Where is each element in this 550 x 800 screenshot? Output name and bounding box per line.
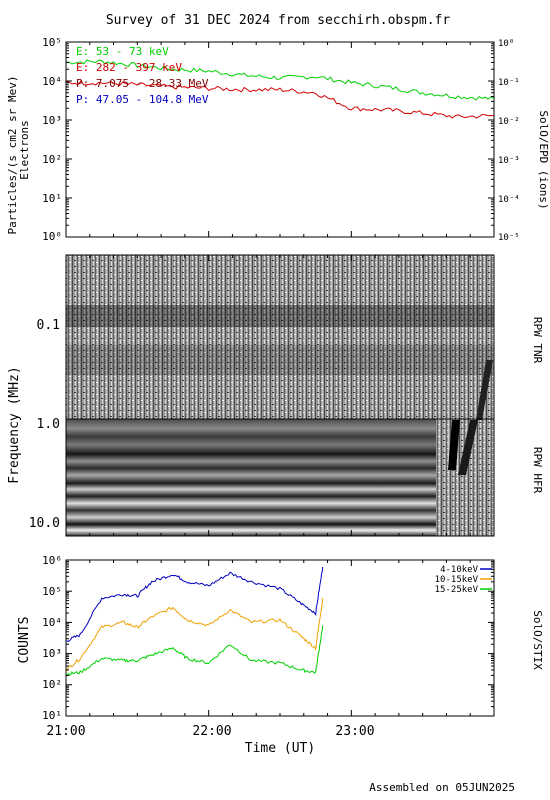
stix-series-group — [65, 566, 324, 676]
epd-tick-right-4: 10⁻⁴ — [498, 195, 520, 205]
stix-ticks-group — [65, 560, 495, 717]
stix-xtick-0: 21:00 — [46, 724, 85, 739]
stix-series-line-1 — [65, 598, 324, 672]
stix-plot-frame — [65, 559, 495, 717]
rpw-tnr-dark-band-1 — [66, 305, 494, 327]
stix-ylabel: COUNTS — [17, 617, 32, 664]
epd-tick-left-5: 10⁰ — [42, 230, 62, 243]
footer-assembled: Assembled on 05JUN2025 — [369, 781, 515, 794]
epd-series-group — [65, 59, 495, 119]
stix-xtick-1: 22:00 — [192, 724, 231, 739]
epd-legend-1: E: 282 - 397 keV — [76, 61, 182, 74]
epd-tick-right-5: 10⁻⁵ — [498, 233, 520, 243]
epd-ylabel-left: Particles/(s cm2 sr Mev) — [6, 76, 19, 235]
epd-tick-right-2: 10⁻² — [498, 117, 520, 127]
epd-ticks-group — [65, 42, 495, 238]
stix-tick-4: 10² — [42, 678, 62, 691]
epd-ylabel-left2: Electrons — [18, 120, 31, 180]
epd-tick-left-4: 10¹ — [42, 192, 62, 205]
rpw-type-iii-burst-1 — [448, 420, 460, 470]
rpw-panel: 0.1 1.0 10.0 Frequency (MHz) RPW TNR RPW… — [7, 254, 544, 537]
chart-title: Survey of 31 DEC 2024 from secchirh.obsp… — [106, 13, 451, 28]
rpw-tick-0: 0.1 — [37, 318, 60, 333]
epd-tick-left-0: 10⁵ — [42, 36, 62, 49]
rpw-label-hfr: RPW HFR — [531, 447, 544, 494]
epd-tick-right-3: 10⁻³ — [498, 156, 520, 166]
epd-legend-3: P: 47.05 - 104.8 MeV — [76, 93, 209, 106]
stix-xlabel: Time (UT) — [245, 741, 315, 756]
epd-tick-right-1: 10⁻¹ — [498, 78, 520, 88]
rpw-type-iii-burst-3 — [476, 360, 493, 420]
epd-legend-0: E: 53 - 73 keV — [76, 45, 169, 58]
epd-series-line-0 — [65, 59, 495, 101]
rpw-hfr-burst-region — [436, 419, 494, 536]
stix-xtick-2: 23:00 — [335, 724, 374, 739]
epd-tick-left-2: 10³ — [42, 114, 62, 127]
stix-tick-2: 10⁴ — [42, 616, 62, 629]
epd-tick-left-3: 10² — [42, 153, 62, 166]
epd-panel: 10⁵ 10⁴ 10³ 10² 10¹ 10⁰ 10⁰ 10⁻¹ 10⁻² 10… — [6, 36, 550, 243]
rpw-label-tnr: RPW TNR — [531, 317, 544, 364]
stix-ylabel-right: SolO/STIX — [531, 610, 544, 670]
stix-legend-2: 15-25keV — [435, 585, 479, 595]
stix-tick-0: 10⁶ — [42, 554, 62, 567]
rpw-ticks-group — [65, 255, 495, 536]
rpw-tnr-dark-band-2 — [66, 345, 494, 375]
stix-series-line-2 — [65, 625, 324, 676]
rpw-tnr-spectrogram — [66, 255, 494, 419]
stix-tick-5: 10¹ — [42, 709, 62, 722]
epd-legend-2: P: 7.075 - 28.33 MeV — [76, 77, 209, 90]
stix-tick-3: 10³ — [42, 647, 62, 660]
stix-series-line-0 — [65, 566, 324, 642]
stix-legend-1: 10-15keV — [435, 575, 479, 585]
rpw-tick-1: 1.0 — [37, 417, 60, 432]
stix-panel: 10⁶ 10⁵ 10⁴ 10³ 10² 10¹ 4-10keV 10-15keV… — [17, 554, 544, 756]
epd-tick-right-0: 10⁰ — [498, 39, 514, 49]
stix-legend-0: 4-10keV — [440, 565, 479, 575]
rpw-type-iii-burst-2 — [458, 420, 478, 475]
rpw-hfr-spectrogram — [66, 419, 436, 536]
stix-tick-1: 10⁵ — [42, 585, 62, 598]
rpw-tick-2: 10.0 — [29, 516, 60, 531]
epd-series-line-1 — [65, 80, 495, 119]
rpw-ylabel: Frequency (MHz) — [7, 366, 22, 483]
epd-ylabel-right: SolO/EPD (ions) — [537, 110, 550, 209]
epd-tick-left-1: 10⁴ — [42, 75, 62, 88]
